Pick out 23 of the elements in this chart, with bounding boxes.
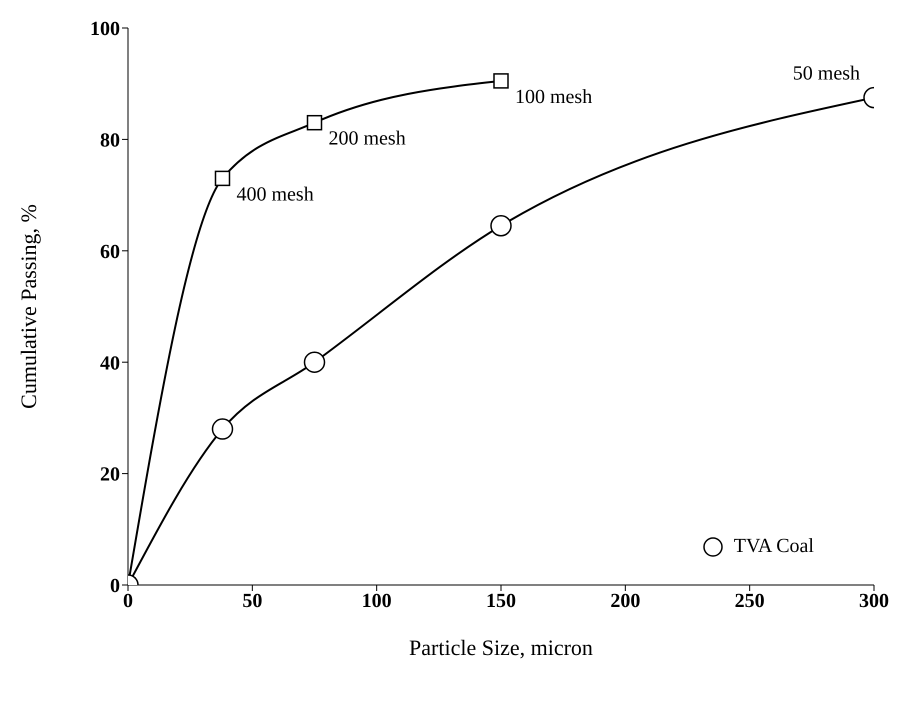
annotation: 50 mesh xyxy=(792,62,860,85)
y-tick-label: 80 xyxy=(100,130,120,152)
x-tick-label: 150 xyxy=(486,590,516,612)
point xyxy=(304,351,326,373)
y-axis-title: Cumulative Passing, % xyxy=(16,204,41,409)
y-tick-label: 0 xyxy=(110,575,120,598)
x-tick-label: 200 xyxy=(610,590,640,612)
y-tick-label: 100 xyxy=(90,18,120,40)
x-tick-label: 250 xyxy=(734,590,765,612)
annotation: 400 mesh xyxy=(236,183,314,206)
y-tick-label: 40 xyxy=(100,352,120,374)
point xyxy=(306,114,322,130)
annotation: 200 mesh xyxy=(328,128,406,150)
x-axis-title: Particle Size, micron xyxy=(409,635,593,660)
legend-label: TVA Coal xyxy=(734,535,814,558)
annotation: 100 mesh xyxy=(515,86,592,108)
x-tick-label: 300 xyxy=(859,590,889,612)
x-tick-label: 50 xyxy=(242,590,262,612)
y-tick-label: 20 xyxy=(100,464,120,486)
x-tick-label: 100 xyxy=(362,590,392,612)
point xyxy=(214,170,230,186)
y-tick-label: 60 xyxy=(100,240,120,263)
point xyxy=(212,418,234,440)
